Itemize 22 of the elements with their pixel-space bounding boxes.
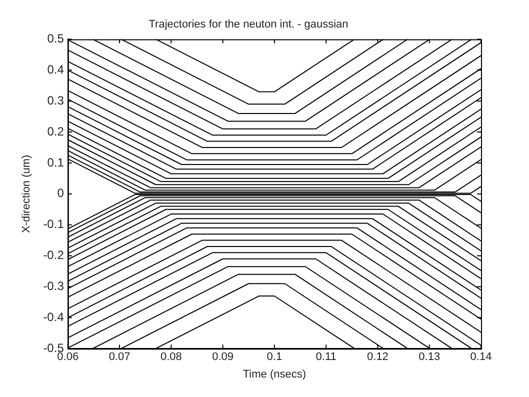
y-tick-label: -0.1 bbox=[43, 217, 64, 232]
x-tick-label: 0.08 bbox=[160, 351, 182, 364]
y-tick-label: 0.3 bbox=[47, 93, 64, 108]
y-tick-label: -0.2 bbox=[43, 248, 64, 262]
y-tick-label: 0.2 bbox=[47, 124, 64, 138]
y-tick-label: 0.1 bbox=[47, 155, 64, 170]
x-tick-label: 0.12 bbox=[367, 351, 388, 364]
x-tick-label: 0.06 bbox=[57, 351, 79, 364]
x-tick-label: 0.1 bbox=[266, 351, 282, 364]
x-tick-label: 0.14 bbox=[470, 351, 492, 364]
y-tick-label: -0.4 bbox=[43, 310, 64, 324]
x-axis-title: Time (nsecs) bbox=[242, 368, 306, 380]
y-tick-label: -0.3 bbox=[43, 279, 64, 294]
x-tick-label: 0.13 bbox=[418, 351, 440, 364]
y-tick-label: 0.4 bbox=[47, 62, 64, 76]
y-tick-label: 0.5 bbox=[47, 32, 64, 46]
x-tick-label: 0.07 bbox=[108, 351, 130, 364]
x-tick-label: 0.11 bbox=[316, 351, 336, 364]
y-axis-title: X-direction (um) bbox=[20, 154, 33, 234]
chart-title: Trajectories for the neuton int. - gaussian bbox=[148, 18, 348, 31]
x-tick-label: 0.09 bbox=[212, 351, 234, 364]
y-tick-label: 0 bbox=[57, 186, 64, 200]
